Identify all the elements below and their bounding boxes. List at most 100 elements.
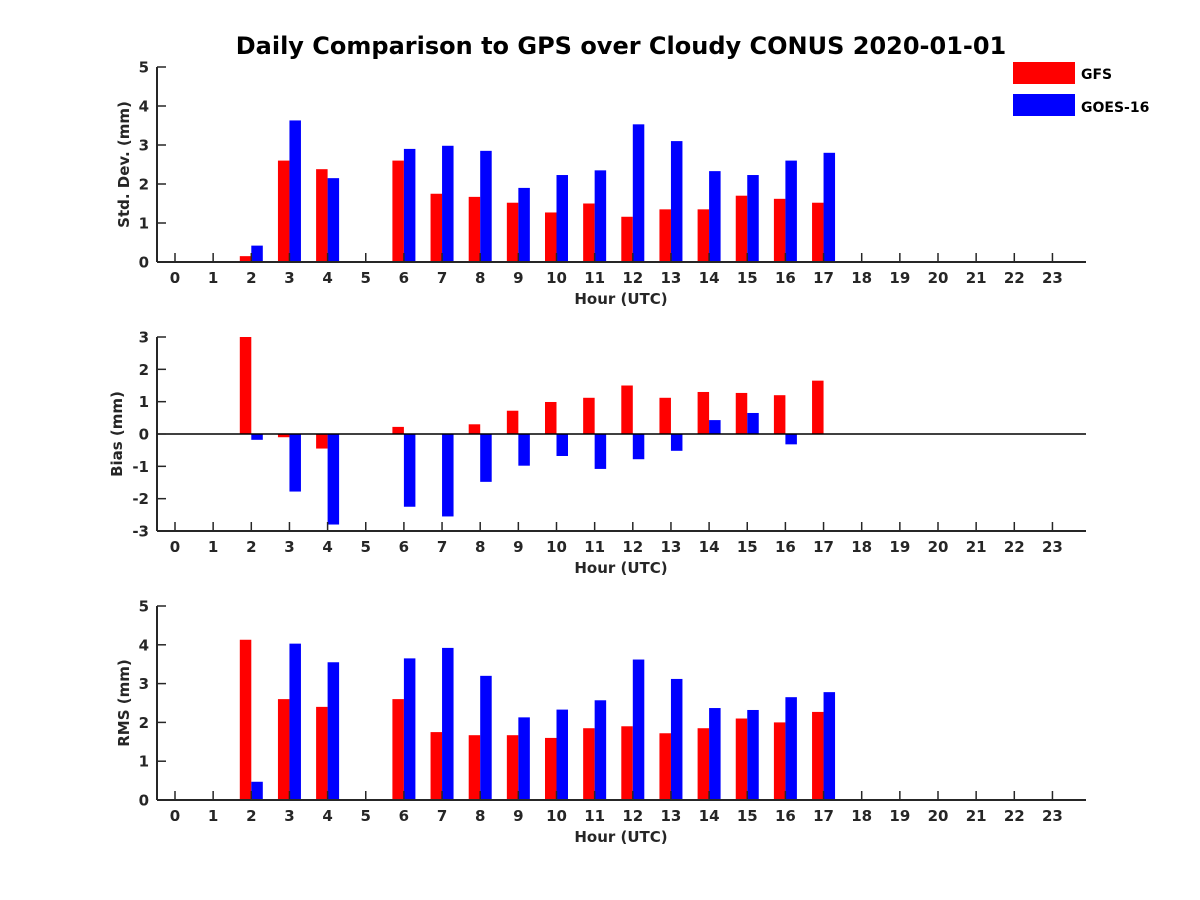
x-tick-label: 6	[399, 269, 409, 287]
bar-goes16-hour-14	[709, 708, 721, 800]
bar-goes16-hour-2	[251, 781, 263, 800]
bar-goes16-hour-10	[556, 434, 568, 456]
x-tick-label: 6	[399, 807, 409, 825]
bar-gfs-hour-3	[277, 160, 290, 262]
bar-gfs-hour-8	[468, 424, 481, 434]
x-tick-label: 19	[889, 538, 910, 556]
bar-gfs-hour-6	[392, 160, 404, 262]
x-tick-label: 22	[1004, 538, 1025, 556]
bar-goes16-hour-4	[327, 434, 340, 525]
x-tick-label: 2	[246, 269, 256, 287]
x-tick-label: 12	[622, 538, 643, 556]
figure-title: Daily Comparison to GPS over Cloudy CONU…	[236, 32, 1007, 60]
y-tick-label: -1	[132, 458, 149, 476]
bar-goes16-hour-2	[251, 245, 263, 262]
bar-gfs-hour-2	[239, 639, 252, 800]
legend: GFS GOES-16	[1013, 62, 1149, 116]
bar-goes16-hour-6	[403, 434, 416, 507]
bar-gfs-hour-12	[621, 726, 633, 800]
bar-goes16-hour-7	[442, 145, 454, 262]
x-tick-label: 3	[284, 807, 294, 825]
x-tick-label: 10	[546, 807, 567, 825]
bar-gfs-hour-13	[659, 733, 671, 800]
y-tick-label: 1	[139, 393, 149, 411]
bar-gfs-hour-10	[545, 737, 557, 800]
x-axis-label: Hour (UTC)	[574, 290, 667, 308]
y-tick-label: 0	[139, 792, 149, 810]
x-tick-label: 14	[699, 538, 720, 556]
bar-goes16-hour-7	[442, 647, 454, 800]
bar-goes16-hour-3	[289, 434, 301, 492]
x-tick-label: 6	[399, 538, 409, 556]
x-tick-label: 18	[851, 807, 872, 825]
bar-goes16-hour-6	[403, 148, 416, 262]
x-tick-label: 19	[889, 807, 910, 825]
y-tick-label: 2	[139, 176, 149, 194]
x-tick-label: 13	[661, 269, 682, 287]
bar-goes16-hour-3	[289, 120, 301, 263]
x-tick-label: 23	[1042, 538, 1063, 556]
x-tick-label: 11	[584, 538, 605, 556]
y-tick-label: 2	[139, 361, 149, 379]
bar-goes16-hour-14	[709, 420, 721, 434]
x-tick-label: 16	[775, 538, 796, 556]
bar-goes16-hour-11	[594, 434, 607, 469]
x-tick-label: 15	[737, 538, 758, 556]
x-tick-label: 14	[699, 269, 720, 287]
x-tick-label: 8	[475, 269, 485, 287]
x-tick-label: 4	[322, 269, 332, 287]
x-tick-label: 17	[813, 538, 834, 556]
x-tick-label: 13	[661, 538, 682, 556]
bar-goes16-hour-9	[518, 717, 530, 800]
y-tick-label: -2	[132, 490, 149, 508]
bar-gfs-hour-12	[621, 385, 633, 434]
bar-gfs-hour-10	[545, 212, 557, 262]
x-tick-label: 9	[513, 269, 523, 287]
bar-gfs-hour-2	[239, 256, 252, 262]
bar-goes16-hour-13	[670, 434, 683, 451]
x-tick-label: 21	[966, 538, 987, 556]
x-tick-label: 7	[437, 269, 447, 287]
x-tick-label: 10	[546, 538, 567, 556]
x-tick-label: 20	[928, 269, 949, 287]
bar-goes16-hour-13	[670, 141, 683, 262]
x-tick-label: 21	[966, 807, 987, 825]
bar-goes16-hour-10	[556, 709, 568, 800]
bar-gfs-hour-6	[392, 426, 404, 434]
y-tick-label: 4	[139, 636, 149, 654]
x-tick-label: 9	[513, 538, 523, 556]
y-tick-label: 1	[139, 753, 149, 771]
bar-gfs-hour-3	[277, 434, 290, 438]
bar-gfs-hour-7	[430, 193, 443, 262]
bar-goes16-hour-6	[403, 658, 416, 800]
bar-gfs-hour-15	[735, 718, 748, 800]
x-tick-label: 12	[622, 269, 643, 287]
x-tick-label: 9	[513, 807, 523, 825]
x-tick-label: 2	[246, 807, 256, 825]
bar-gfs-hour-10	[545, 401, 557, 434]
x-tick-label: 3	[284, 538, 294, 556]
x-tick-label: 4	[322, 538, 332, 556]
bar-goes16-hour-16	[785, 160, 797, 262]
bar-gfs-hour-15	[735, 195, 748, 262]
y-axis-label: Bias (mm)	[108, 391, 126, 477]
legend-swatch-goes16	[1013, 94, 1075, 116]
bar-goes16-hour-17	[823, 152, 836, 262]
bar-gfs-hour-13	[659, 209, 671, 262]
x-tick-label: 8	[475, 538, 485, 556]
x-tick-label: 3	[284, 269, 294, 287]
bar-gfs-hour-3	[277, 699, 290, 800]
y-tick-label: 3	[139, 675, 149, 693]
x-tick-label: 20	[928, 538, 949, 556]
bar-goes16-hour-7	[442, 434, 454, 517]
bar-gfs-hour-9	[506, 735, 519, 800]
legend-swatch-gfs	[1013, 62, 1075, 84]
legend-label-gfs: GFS	[1081, 67, 1112, 83]
bar-goes16-hour-16	[785, 434, 797, 445]
x-tick-label: 4	[322, 807, 332, 825]
x-tick-label: 22	[1004, 269, 1025, 287]
x-tick-label: 23	[1042, 269, 1063, 287]
x-tick-label: 7	[437, 538, 447, 556]
